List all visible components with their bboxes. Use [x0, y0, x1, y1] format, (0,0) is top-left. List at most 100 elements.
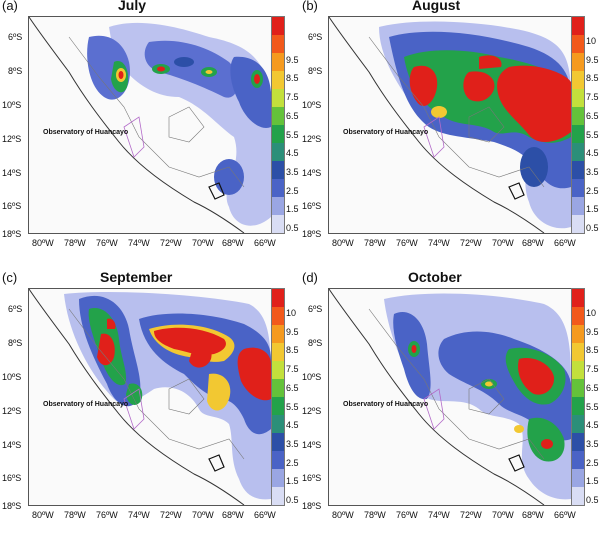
lon-label: 72ºW — [160, 238, 182, 248]
legend-label: 9.5 — [286, 55, 299, 65]
lat-label: 8ºS — [308, 338, 323, 348]
lat-label: 6ºS — [8, 32, 23, 42]
lat-label: 18ºS — [302, 501, 322, 511]
panel-title: August — [412, 0, 461, 13]
color-legend — [571, 16, 585, 234]
legend-label: 10 — [586, 36, 597, 46]
lat-label: 6ºS — [8, 304, 23, 314]
legend-label: 6.5 — [286, 383, 299, 393]
lat-label: 16ºS — [302, 201, 322, 211]
legend-label: 1.5 — [586, 204, 599, 214]
legend-label: 3.5 — [286, 167, 299, 177]
legend-label: 7.5 — [286, 92, 299, 102]
lat-label: 14ºS — [302, 440, 322, 450]
lon-label: 74ºW — [128, 510, 150, 520]
panel-letter: (c) — [2, 270, 18, 285]
panel-september: (c) September 5 — [0, 269, 299, 534]
legend-label: 4.5 — [586, 148, 599, 158]
legend-label: 2.5 — [586, 186, 599, 196]
lon-label: 80ºW — [332, 238, 354, 248]
lat-label: 10ºS — [302, 100, 322, 110]
legend-label: 1.5 — [286, 476, 299, 486]
lon-label: 72ºW — [160, 510, 182, 520]
panel-title: July — [118, 0, 147, 13]
map-area: 5 Observatory of Huancayo — [28, 16, 272, 234]
panel-letter: (a) — [2, 0, 18, 13]
lon-label: 66ºW — [554, 510, 576, 520]
legend-label: 1.5 — [286, 204, 299, 214]
legend-label: 3.5 — [286, 439, 299, 449]
lat-label: 16ºS — [302, 473, 322, 483]
lat-label: 8ºS — [308, 66, 323, 76]
color-legend — [271, 16, 285, 234]
lon-label: 74ºW — [128, 238, 150, 248]
lat-label: 10ºS — [2, 372, 22, 382]
legend-label: 0.5 — [286, 223, 299, 233]
lon-label: 70ºW — [192, 510, 214, 520]
lon-label: 66ºW — [254, 238, 276, 248]
lon-label: 80ºW — [32, 510, 54, 520]
lon-label: 76ºW — [96, 510, 118, 520]
legend-label: 2.5 — [586, 458, 599, 468]
map-area: 5 Observatory of Huancayo — [328, 16, 572, 234]
lon-label: 80ºW — [32, 238, 54, 248]
lat-label: 14ºS — [2, 440, 22, 450]
lat-label: 6ºS — [308, 304, 323, 314]
legend-label: 5.5 — [586, 402, 599, 412]
legend-label: 5.5 — [286, 130, 299, 140]
lat-label: 16ºS — [2, 201, 22, 211]
lon-label: 80ºW — [332, 510, 354, 520]
precip-field — [87, 22, 271, 226]
panel-title: October — [408, 269, 462, 285]
lon-label: 78ºW — [64, 510, 86, 520]
panel-title: September — [100, 269, 173, 285]
lon-label: 78ºW — [364, 510, 386, 520]
lat-label: 12ºS — [2, 134, 22, 144]
lon-label: 70ºW — [492, 238, 514, 248]
lon-label: 68ºW — [222, 238, 244, 248]
legend-label: 9.5 — [586, 327, 599, 337]
lat-label: 12ºS — [302, 406, 322, 416]
legend-label: 8.5 — [586, 345, 599, 355]
lat-label: 18ºS — [2, 229, 22, 239]
lon-label: 78ºW — [364, 238, 386, 248]
legend-label: 8.5 — [286, 345, 299, 355]
lat-label: 12ºS — [2, 406, 22, 416]
map-canvas — [29, 17, 271, 233]
lat-label: 8ºS — [8, 66, 23, 76]
legend-label: 7.5 — [586, 364, 599, 374]
legend-label: 7.5 — [286, 364, 299, 374]
map-area: 5 Observatory of Huancayo — [328, 288, 572, 506]
observatory-label: Observatory of Huancayo — [343, 129, 429, 136]
precip-field — [384, 293, 571, 500]
lon-label: 70ºW — [192, 238, 214, 248]
lon-label: 76ºW — [396, 510, 418, 520]
color-legend — [571, 288, 585, 506]
lat-label: 12ºS — [302, 134, 322, 144]
color-legend — [271, 288, 285, 506]
legend-label: 6.5 — [586, 111, 599, 121]
legend-label: 5.5 — [286, 402, 299, 412]
legend-label: 10 — [286, 308, 297, 318]
lat-label: 10ºS — [2, 100, 22, 110]
legend-label: 4.5 — [586, 420, 599, 430]
lat-label: 6ºS — [308, 32, 323, 42]
observatory-label: Observatory of Huancayo — [43, 129, 129, 136]
lat-label: 18ºS — [2, 501, 22, 511]
map-canvas — [29, 289, 271, 505]
lon-label: 68ºW — [522, 510, 544, 520]
legend-label: 2.5 — [286, 458, 299, 468]
legend-label: 7.5 — [586, 92, 599, 102]
map-canvas — [329, 17, 571, 233]
map-area: 5 Observatory of Huancayo — [28, 288, 272, 506]
panel-august: (b) August 5 Observatory of — [300, 0, 599, 262]
legend-label: 10 — [586, 308, 597, 318]
legend-label: 3.5 — [586, 439, 599, 449]
legend-label: 8.5 — [586, 73, 599, 83]
lat-label: 14ºS — [302, 168, 322, 178]
lon-label: 76ºW — [396, 238, 418, 248]
legend-label: 4.5 — [286, 420, 299, 430]
precip-field — [379, 21, 571, 229]
lon-label: 72ºW — [460, 510, 482, 520]
lon-label: 74ºW — [428, 238, 450, 248]
